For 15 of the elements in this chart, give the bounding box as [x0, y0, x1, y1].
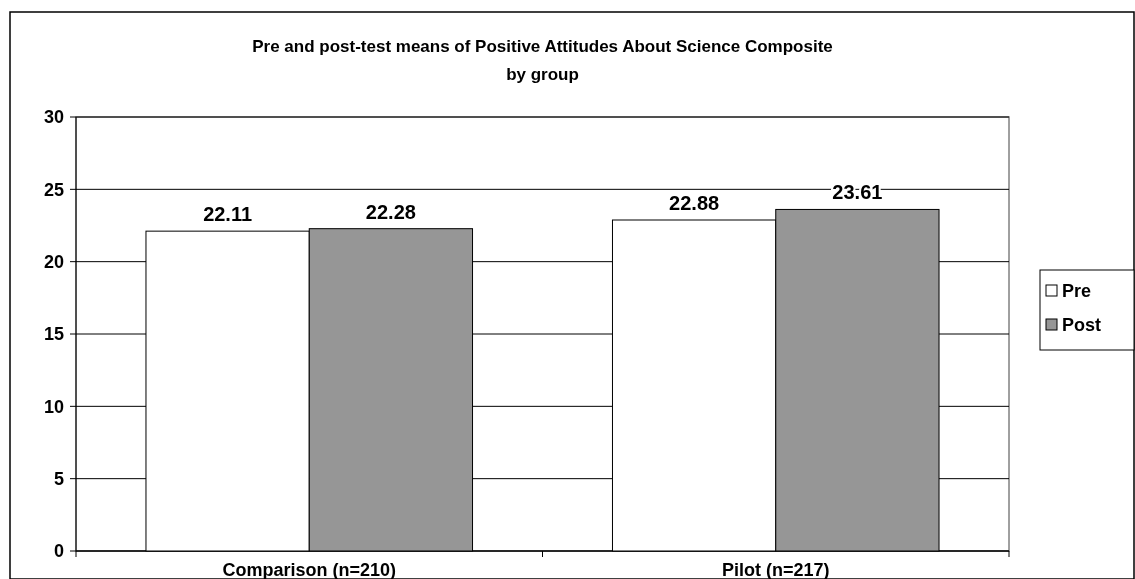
y-tick-label: 30	[43, 107, 64, 128]
data-label: 22.11	[203, 203, 253, 226]
chart-title: Pre and post-test means of Positive Attitudes About Science Composite by group	[252, 37, 833, 84]
y-tick-label: 15	[43, 324, 64, 345]
x-tick-label: Pilot (n=217)	[721, 560, 830, 579]
data-label: 22.88	[669, 192, 720, 214]
legend-label: Post	[1062, 315, 1102, 336]
data-label: 22.28	[365, 200, 416, 223]
legend-label: Pre	[1062, 281, 1092, 302]
y-tick-label: 20	[43, 251, 64, 272]
x-tick-label: Comparison (n=210)	[222, 560, 397, 579]
y-tick-label: 25	[43, 179, 64, 200]
y-tick-label: 0	[53, 541, 64, 562]
y-tick-label: 10	[43, 396, 64, 417]
y-tick-label: 5	[53, 468, 64, 489]
